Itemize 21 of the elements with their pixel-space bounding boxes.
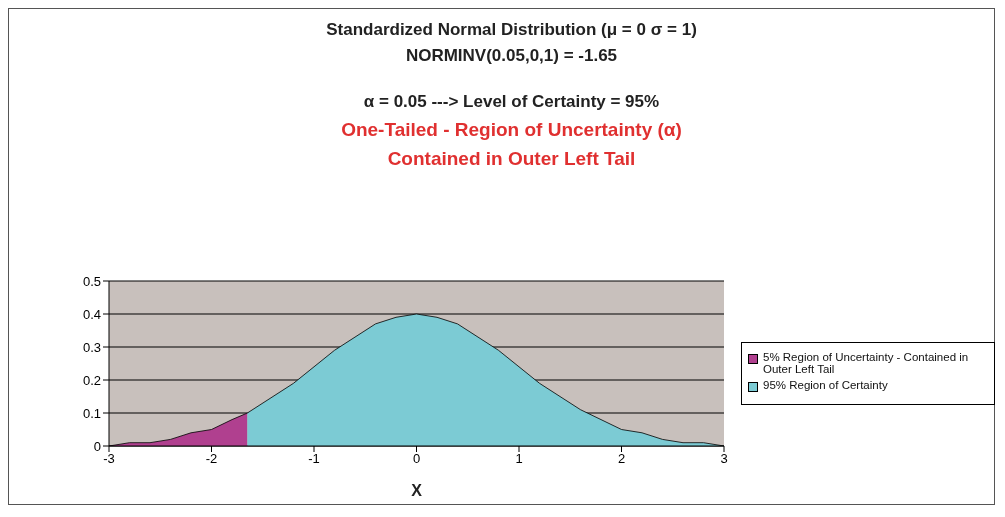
y-tick-label: 0.1 (82, 405, 101, 421)
y-tick-label: 0 (93, 438, 101, 454)
x-tick-label: 0 (412, 451, 421, 467)
x-tick-label: 2 (617, 451, 626, 467)
legend-label: 5% Region of Uncertainty - Contained in Outer Left Tail (763, 351, 970, 375)
y-tick-label: 0.2 (82, 372, 101, 388)
chart-subtitle: NORMINV(0.05,0,1) = -1.65 (404, 45, 619, 67)
text: α = 0.05 ---> Level of Certainty = 95% (362, 91, 661, 113)
x-tick-label: -2 (205, 451, 218, 467)
y-tick-label: 0.3 (82, 339, 101, 355)
text: Contained in Outer Left Tail (386, 147, 637, 171)
x-tick-label: 1 (515, 451, 523, 467)
chart-title: Standardized Normal Distribution (μ = 0 σ = 1) (325, 19, 698, 41)
x-tick-label: -3 (103, 451, 115, 467)
x-tick-label: 3 (720, 451, 728, 467)
text: One-Tailed - Region of Uncertainty (α) (340, 118, 683, 142)
x-axis-title: X (411, 482, 423, 499)
y-tick-label: 0.5 (82, 273, 101, 289)
legend-label: 95% Region of Certainty (763, 379, 888, 391)
y-tick-label: 0.4 (82, 306, 101, 322)
x-tick-label: -1 (308, 451, 320, 467)
